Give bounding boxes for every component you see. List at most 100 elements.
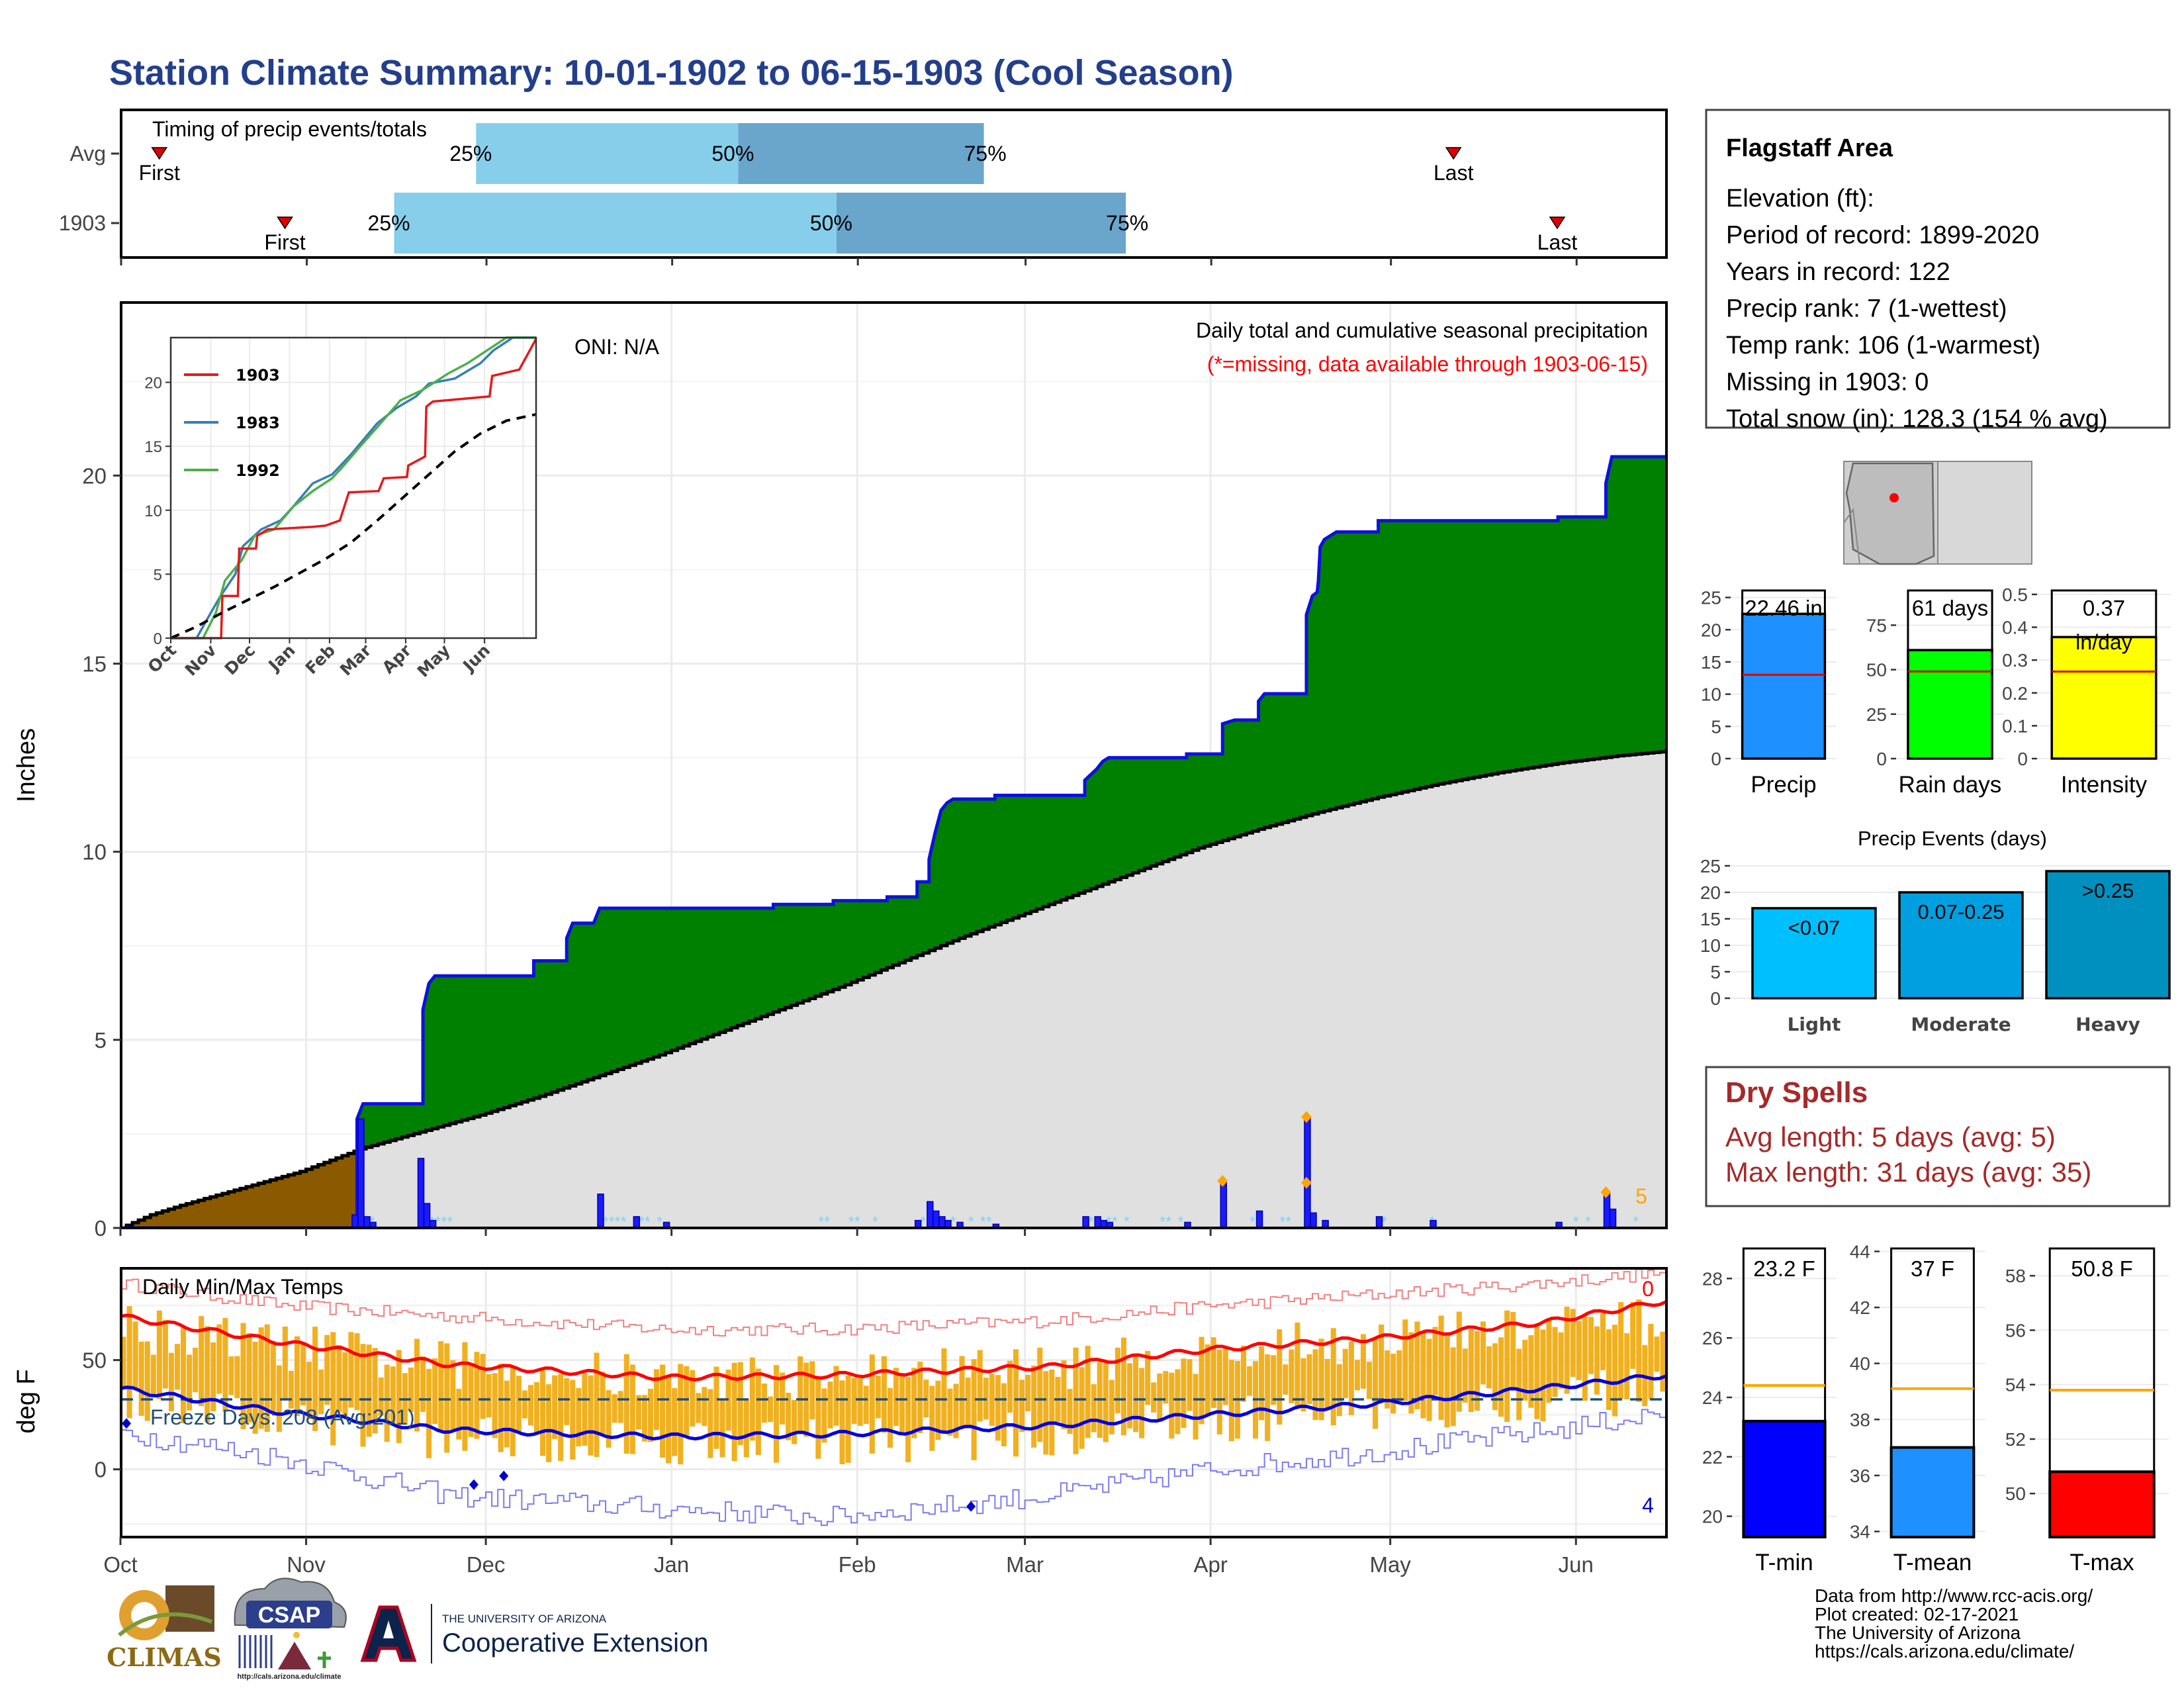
mini-bar-label: Intensity <box>2061 772 2148 798</box>
daily-temp-bar <box>210 1342 216 1411</box>
y-tick-label: 20 <box>82 463 107 488</box>
daily-temp-bar <box>1516 1348 1522 1421</box>
timing-panel: Timing of precip events/totals Avg 25% 50% 7… <box>59 109 1668 265</box>
record-day-marker <box>1300 1176 1312 1189</box>
daily-temp-bar <box>1354 1360 1360 1391</box>
daily-temp-bar <box>240 1323 246 1430</box>
station-line: Precip rank: 7 (1-wettest) <box>1726 295 2007 323</box>
temp-y-tick-label: 28 <box>1702 1268 1723 1289</box>
events-bar-label: <0.07 <box>1788 916 1840 939</box>
daily-precip-bar <box>1220 1180 1228 1228</box>
daily-temp-bar <box>1085 1345 1091 1438</box>
daily-temp-bar <box>1324 1358 1330 1411</box>
daily-temp-bar <box>1061 1360 1067 1429</box>
climas-wordmark: CLIMAS <box>107 1642 222 1672</box>
events-y-tick-label: 20 <box>1700 882 1721 903</box>
daily-temp-bar <box>1498 1337 1504 1417</box>
daily-precip-bar <box>1807 1222 1813 1228</box>
credit-line: Data from http://www.rcc-acis.org/ <box>1815 1585 2093 1606</box>
temp-y-tick-label: 42 <box>1850 1297 1870 1318</box>
daily-temp-bar <box>1660 1331 1666 1392</box>
mini-bar <box>1907 649 1993 760</box>
daily-temp-bar <box>187 1354 193 1411</box>
cumulative-1903-line <box>121 455 1666 1228</box>
inset-series-1903 <box>171 338 537 639</box>
daily-precip-bar <box>944 1219 952 1228</box>
precip-plot-area: ****************************************… <box>121 455 1813 1230</box>
temp-y-tick-label: 40 <box>1850 1354 1870 1374</box>
logo-shape <box>165 1585 214 1632</box>
missing-day-marker: * <box>1381 1213 1387 1230</box>
temp-y-tick-label: 26 <box>1702 1328 1723 1348</box>
daily-temp-bar <box>144 1341 150 1421</box>
daily-temp-bar <box>1049 1369 1055 1456</box>
temp-bar-t-max: 50.8 F 50 52 54 56 58 T-max <box>2005 1246 2169 1575</box>
mini-bar-outline <box>1741 589 1826 615</box>
missing-day-marker: * <box>980 1213 986 1230</box>
legend-label: 1983 <box>236 414 280 432</box>
daily-temp-bar <box>492 1373 498 1438</box>
csap-logo: CSAP http://cals.arizona.edu/climate <box>234 1577 347 1681</box>
daily-temp-bar <box>552 1375 558 1439</box>
daily-temp-bar <box>1504 1310 1510 1423</box>
daily-precip-bar <box>1766 1219 1772 1228</box>
temp-value-label: 50.8 F <box>2071 1256 2133 1281</box>
daily-temp-bar <box>719 1400 725 1458</box>
record-count-label: 5 <box>1635 1184 1647 1208</box>
temp-panel-title: Daily Min/Max Temps <box>142 1275 343 1299</box>
daily-temp-bar <box>1408 1332 1414 1414</box>
mini-bar-rain-days: 61 days 0 25 50 75 Rain days <box>1866 588 2004 798</box>
credit-line: https://cals.arizona.edu/climate/ <box>1815 1641 2074 1662</box>
record-low-marker <box>499 1470 509 1481</box>
daily-temp-bar <box>1373 1338 1379 1429</box>
daily-temp-bar <box>893 1368 899 1427</box>
daily-precip-bar <box>423 1203 431 1228</box>
mini-bar-outline <box>1907 589 1993 651</box>
mini-bar <box>1741 612 1827 760</box>
timing-q50-label: 50% <box>810 211 852 235</box>
temp-y-tick-label: 58 <box>2005 1266 2026 1286</box>
daily-temp-bar <box>576 1387 582 1446</box>
daily-temp-bar <box>629 1364 635 1454</box>
daily-temp-bar <box>193 1347 199 1393</box>
daily-temp-bar <box>468 1364 474 1437</box>
daily-temp-bar <box>1450 1347 1456 1427</box>
timing-marker <box>1549 216 1566 230</box>
daily-temp-bar <box>1067 1389 1073 1434</box>
y-axis-label: deg F <box>13 1369 40 1433</box>
daily-temp-bar <box>1013 1349 1019 1457</box>
daily-temp-bar <box>612 1394 617 1423</box>
daily-temp-bar <box>1594 1326 1600 1395</box>
daily-temp-bar <box>348 1332 354 1408</box>
daily-temp-bar <box>1540 1329 1546 1422</box>
events-category-label: Heavy <box>2075 1013 2140 1035</box>
daily-temp-bar <box>1522 1339 1528 1401</box>
daily-temp-bar <box>869 1354 875 1454</box>
daily-temp-bar <box>1175 1369 1181 1434</box>
x-tick-label: Feb <box>839 1552 876 1577</box>
daily-temp-bar <box>989 1374 995 1427</box>
daily-temp-bar <box>755 1368 761 1456</box>
daily-temp-bar <box>246 1333 252 1423</box>
daily-temp-bar <box>366 1344 372 1437</box>
daily-precip-bar <box>1790 1221 1796 1228</box>
daily-precip-bar <box>1082 1216 1089 1228</box>
daily-temp-bar <box>300 1342 306 1406</box>
daily-temp-bar <box>558 1374 564 1461</box>
daily-temp-bar <box>1300 1358 1306 1412</box>
daily-precip-bar <box>938 1216 946 1228</box>
missing-day-marker: * <box>1286 1213 1292 1230</box>
missing-day-marker: * <box>609 1213 615 1230</box>
daily-temp-bar <box>1126 1363 1133 1429</box>
x-tick-label: Nov <box>287 1552 326 1577</box>
record-high-count: 0 <box>1642 1277 1654 1301</box>
logo-swoosh <box>118 1612 213 1637</box>
sun-dot <box>293 1632 300 1638</box>
daily-precip-bar <box>597 1194 604 1228</box>
mini-y-tick-label: 15 <box>1701 652 1721 673</box>
y-tick-label: 15 <box>82 652 107 677</box>
daily-precip-bar <box>1430 1219 1437 1228</box>
daily-temp-bar <box>546 1384 552 1462</box>
daily-temp-bar <box>707 1389 713 1458</box>
events-bar <box>1751 907 1877 1000</box>
